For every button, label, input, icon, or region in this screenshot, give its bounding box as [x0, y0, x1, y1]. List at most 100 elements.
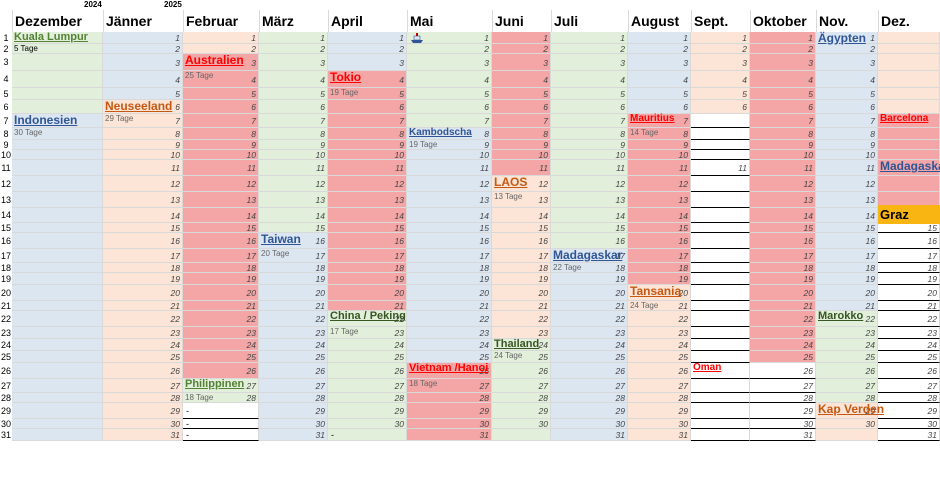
trip-label-neuseeland[interactable]: Neuseeland	[105, 99, 173, 113]
day-cell[interactable]	[492, 150, 551, 160]
day-cell[interactable]	[878, 71, 940, 88]
day-cell[interactable]	[12, 140, 103, 150]
day-cell[interactable]	[12, 160, 103, 176]
day-cell[interactable]	[816, 54, 878, 71]
day-cell[interactable]	[407, 301, 492, 311]
day-cell[interactable]	[103, 249, 183, 263]
day-cell[interactable]	[259, 419, 328, 429]
day-cell[interactable]	[816, 192, 878, 208]
day-cell[interactable]	[103, 419, 183, 429]
day-cell[interactable]	[551, 351, 628, 363]
day-cell[interactable]	[407, 140, 492, 150]
day-cell[interactable]	[492, 140, 551, 150]
day-cell[interactable]	[551, 140, 628, 150]
day-cell[interactable]	[691, 150, 750, 160]
day-cell[interactable]	[183, 249, 259, 263]
day-cell[interactable]	[103, 339, 183, 351]
day-cell[interactable]	[103, 71, 183, 88]
day-cell[interactable]	[103, 150, 183, 160]
day-cell[interactable]	[492, 100, 551, 114]
day-cell[interactable]	[492, 44, 551, 54]
day-cell[interactable]	[750, 223, 816, 233]
day-cell[interactable]	[628, 160, 691, 176]
day-cell[interactable]	[750, 339, 816, 351]
day-cell[interactable]	[328, 192, 407, 208]
day-cell[interactable]	[628, 263, 691, 273]
trip-label-marokko[interactable]: Marokko	[818, 310, 864, 322]
day-cell[interactable]	[492, 192, 551, 208]
month-header-2[interactable]: Februar	[183, 10, 259, 32]
day-cell[interactable]	[259, 403, 328, 419]
day-cell[interactable]	[259, 160, 328, 176]
day-cell[interactable]	[407, 249, 492, 263]
day-cell[interactable]	[103, 44, 183, 54]
day-cell[interactable]	[492, 223, 551, 233]
day-cell[interactable]	[328, 128, 407, 140]
day-cell[interactable]	[628, 393, 691, 403]
day-cell[interactable]	[12, 32, 103, 44]
day-cell[interactable]	[183, 100, 259, 114]
day-cell[interactable]	[259, 176, 328, 192]
day-cell[interactable]	[816, 263, 878, 273]
day-cell[interactable]	[628, 327, 691, 339]
day-cell[interactable]	[12, 150, 103, 160]
day-cell[interactable]	[259, 233, 328, 249]
day-cell[interactable]	[816, 351, 878, 363]
day-cell[interactable]	[183, 208, 259, 223]
day-cell[interactable]	[259, 44, 328, 54]
day-cell[interactable]	[103, 311, 183, 327]
day-cell[interactable]	[183, 88, 259, 100]
day-cell[interactable]	[628, 128, 691, 140]
day-cell[interactable]	[628, 32, 691, 44]
day-cell[interactable]	[551, 100, 628, 114]
day-cell[interactable]	[259, 150, 328, 160]
day-cell[interactable]	[816, 176, 878, 192]
day-cell[interactable]	[12, 327, 103, 339]
day-cell[interactable]	[183, 150, 259, 160]
day-cell[interactable]	[691, 140, 750, 150]
day-cell[interactable]	[328, 379, 407, 393]
trip-label-philippinen[interactable]: Philippinen	[185, 378, 245, 390]
day-cell[interactable]	[551, 249, 628, 263]
day-cell[interactable]	[259, 327, 328, 339]
day-cell[interactable]	[12, 301, 103, 311]
day-cell[interactable]	[492, 327, 551, 339]
day-cell[interactable]	[328, 114, 407, 128]
day-cell[interactable]	[750, 301, 816, 311]
day-cell[interactable]	[691, 301, 750, 311]
day-cell[interactable]	[551, 223, 628, 233]
day-cell[interactable]	[183, 263, 259, 273]
day-cell[interactable]	[816, 363, 878, 379]
day-cell[interactable]	[12, 100, 103, 114]
day-cell[interactable]	[12, 419, 103, 429]
day-cell[interactable]	[551, 429, 628, 441]
day-cell[interactable]	[691, 379, 750, 393]
day-cell[interactable]	[407, 128, 492, 140]
day-cell[interactable]	[551, 285, 628, 301]
trip-label-indonesien[interactable]: Indonesien	[14, 113, 78, 127]
day-cell[interactable]	[492, 273, 551, 285]
day-cell[interactable]	[328, 311, 407, 327]
day-cell[interactable]	[103, 192, 183, 208]
day-cell[interactable]	[750, 54, 816, 71]
day-cell[interactable]	[12, 285, 103, 301]
day-cell[interactable]	[103, 403, 183, 419]
day-cell[interactable]	[328, 100, 407, 114]
day-cell[interactable]	[750, 71, 816, 88]
day-cell[interactable]	[878, 140, 940, 150]
day-cell[interactable]	[259, 351, 328, 363]
day-cell[interactable]	[259, 249, 328, 263]
day-cell[interactable]	[183, 128, 259, 140]
day-cell[interactable]	[183, 301, 259, 311]
day-cell[interactable]	[628, 44, 691, 54]
day-cell[interactable]	[328, 160, 407, 176]
month-header-4[interactable]: April	[328, 10, 407, 32]
day-cell[interactable]	[103, 429, 183, 441]
month-header-1[interactable]: Jänner	[103, 10, 183, 32]
day-cell[interactable]	[816, 429, 878, 441]
day-cell[interactable]	[750, 273, 816, 285]
day-cell[interactable]	[407, 429, 492, 441]
day-cell[interactable]	[816, 150, 878, 160]
day-cell[interactable]	[12, 71, 103, 88]
day-cell[interactable]	[551, 327, 628, 339]
